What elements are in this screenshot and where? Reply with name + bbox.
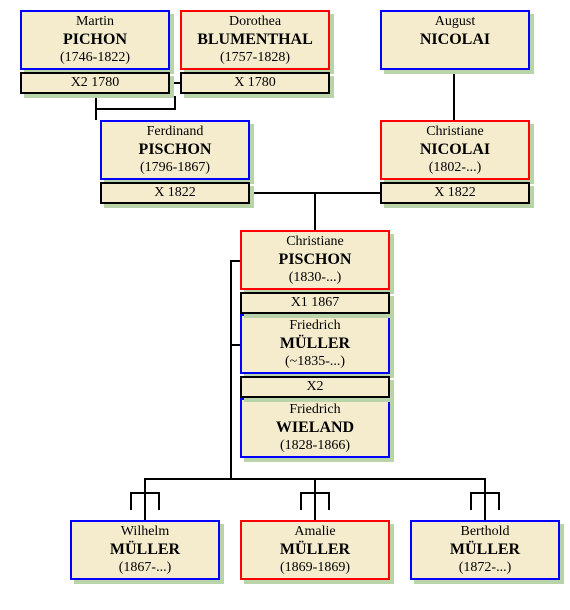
connector-line (314, 194, 316, 230)
marriage-m2a[interactable]: X 1822 (100, 182, 250, 204)
person-friedrich_muller[interactable]: FriedrichMÜLLER(~1835-...) (240, 314, 390, 374)
marriage-m1b[interactable]: X 1780 (180, 72, 330, 94)
person-christiane_nicolai[interactable]: ChristianeNICOLAI(1802-...) (380, 120, 530, 180)
dates: (1746-1822) (22, 50, 168, 68)
first-name: Friedrich (242, 400, 388, 418)
first-name: Martin (22, 12, 168, 30)
connector-line (158, 492, 160, 510)
first-name: Friedrich (242, 316, 388, 334)
surname: MÜLLER (242, 540, 388, 560)
first-name: Christiane (382, 122, 528, 140)
connector-line (230, 260, 232, 480)
connector-line (498, 492, 500, 510)
connector-line (470, 492, 500, 494)
dates: (1796-1867) (102, 160, 248, 178)
person-august_nicolai[interactable]: AugustNICOLAI (380, 10, 530, 70)
dates: (1828-1866) (242, 438, 388, 456)
surname: BLUMENTHAL (182, 30, 328, 50)
marriage-m3[interactable]: X1 1867 (240, 292, 390, 314)
marriage-m4[interactable]: X2 (240, 376, 390, 398)
first-name: Ferdinand (102, 122, 248, 140)
surname: NICOLAI (382, 140, 528, 160)
connector-line (252, 192, 380, 194)
connector-line (144, 478, 146, 520)
first-name: Wilhelm (72, 522, 218, 540)
dates: (1757-1828) (182, 50, 328, 68)
first-name: Dorothea (182, 12, 328, 30)
person-martin_pichon[interactable]: MartinPICHON(1746-1822) (20, 10, 170, 70)
person-christiane_pischon[interactable]: ChristianePISCHON(1830-...) (240, 230, 390, 290)
connector-line (300, 492, 302, 510)
surname: WIELAND (242, 418, 388, 438)
person-friedrich_wieland[interactable]: FriedrichWIELAND(1828-1866) (240, 398, 390, 458)
connector-line (453, 72, 455, 120)
dates: (~1835-...) (242, 354, 388, 372)
dates: (1872-...) (412, 560, 558, 578)
marriage-m2b[interactable]: X 1822 (380, 182, 530, 204)
person-dorothea_blumenthal[interactable]: DorotheaBLUMENTHAL(1757-1828) (180, 10, 330, 70)
person-amalie_muller[interactable]: AmalieMÜLLER(1869-1869) (240, 520, 390, 580)
first-name: August (382, 12, 528, 30)
surname: PICHON (22, 30, 168, 50)
connector-line (172, 82, 180, 84)
connector-line (484, 478, 486, 520)
dates: (1802-...) (382, 160, 528, 178)
dates: (1867-...) (72, 560, 218, 578)
first-name: Christiane (242, 232, 388, 250)
surname: MÜLLER (72, 540, 218, 560)
connector-line (130, 492, 160, 494)
connector-line (95, 108, 176, 110)
surname: MÜLLER (242, 334, 388, 354)
connector-line (470, 492, 472, 510)
connector-line (144, 478, 230, 480)
first-name: Berthold (412, 522, 558, 540)
connector-line (230, 478, 486, 480)
connector-line (300, 492, 330, 494)
connector-line (130, 492, 132, 510)
surname: PISCHON (102, 140, 248, 160)
dates: (1869-1869) (242, 560, 388, 578)
connector-line (328, 492, 330, 510)
dates: (1830-...) (242, 270, 388, 288)
connector-line (314, 478, 316, 520)
surname: MÜLLER (412, 540, 558, 560)
first-name: Amalie (242, 522, 388, 540)
person-wilhelm_muller[interactable]: WilhelmMÜLLER(1867-...) (70, 520, 220, 580)
surname: PISCHON (242, 250, 388, 270)
person-berthold_muller[interactable]: BertholdMÜLLER(1872-...) (410, 520, 560, 580)
connector-line (230, 344, 240, 346)
person-ferdinand_pischon[interactable]: FerdinandPISCHON(1796-1867) (100, 120, 250, 180)
marriage-m1a[interactable]: X2 1780 (20, 72, 170, 94)
surname: NICOLAI (382, 30, 528, 50)
